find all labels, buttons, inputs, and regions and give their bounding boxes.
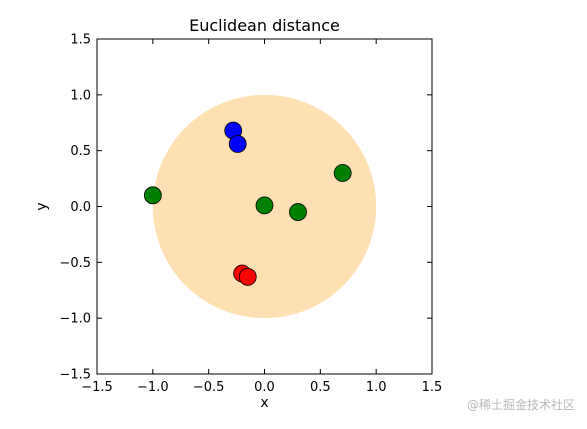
x-tick-label: 0.0 (254, 380, 275, 395)
y-tick-label: −0.5 (59, 256, 91, 271)
data-point (238, 267, 257, 286)
y-tick-label: 1.5 (70, 33, 91, 48)
y-tick-label: 0.5 (70, 144, 91, 159)
y-tick-label: −1.0 (59, 312, 91, 327)
data-point (255, 196, 274, 215)
x-axis-label: x (260, 395, 268, 411)
x-tick-label: −0.5 (193, 380, 225, 395)
chart-title: Euclidean distance (189, 16, 340, 35)
y-tick-label: 0.0 (70, 200, 91, 215)
y-tick-label: 1.0 (70, 88, 91, 103)
x-tick-label: 0.5 (310, 380, 331, 395)
plot-area: −1.5 −1.0 −0.5 0.0 0.5 1.0 1.5 −1.5 −1.0 −0.5 0.0 0… (59, 33, 442, 396)
x-tick-label: 1.5 (422, 380, 443, 395)
data-point (333, 164, 352, 182)
x-tick-label: 1.0 (366, 380, 387, 395)
x-tick-label: −1.0 (137, 380, 169, 395)
watermark: @稀土掘金技术社区 (466, 398, 575, 412)
data-point (289, 203, 307, 221)
x-tick-label: −1.5 (81, 380, 113, 395)
data-point (228, 135, 247, 153)
y-tick-label: −1.5 (59, 368, 91, 383)
data-point (143, 186, 162, 205)
y-axis-label: y (34, 202, 50, 210)
